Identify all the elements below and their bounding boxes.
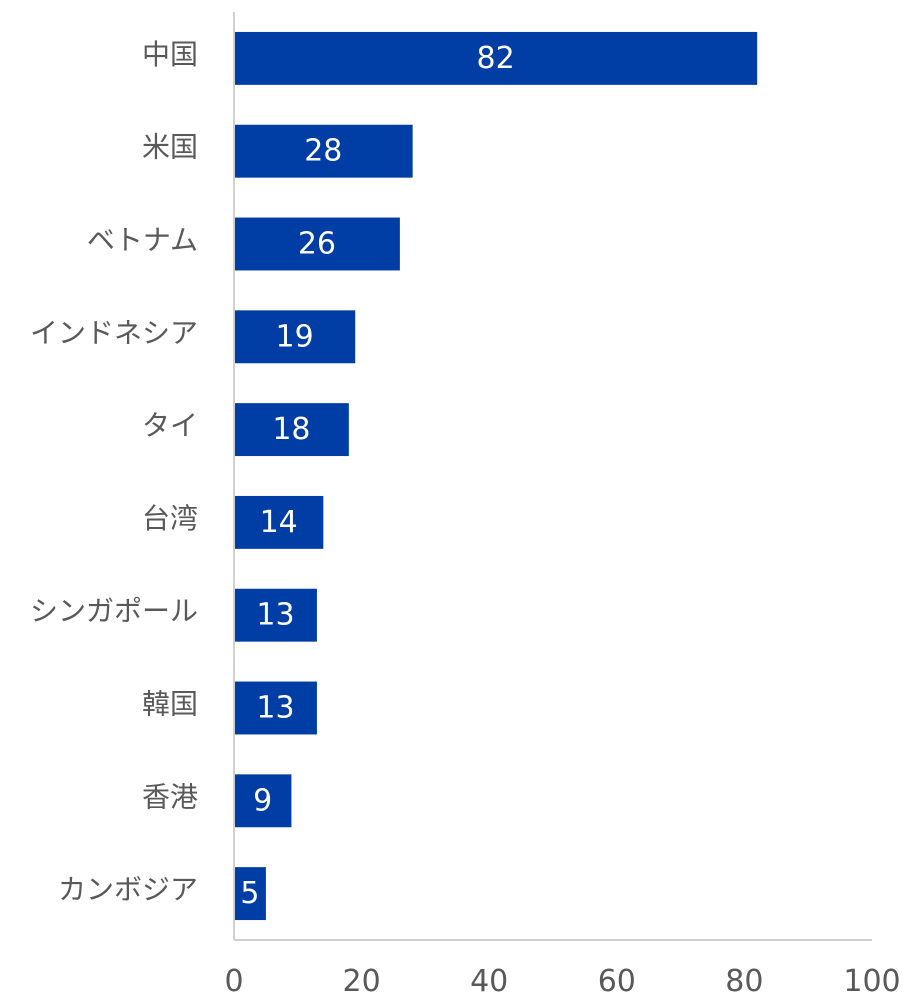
bar-value-label: 28 — [304, 134, 342, 169]
category-label: 台湾 — [142, 502, 198, 535]
bar — [234, 867, 266, 921]
bar-value-label: 9 — [253, 783, 272, 818]
bar-value-label: 19 — [276, 319, 314, 354]
bar — [234, 495, 324, 549]
category-label: 香港 — [142, 780, 198, 813]
x-tick-label: 0 — [224, 964, 243, 999]
bar-value-label: 18 — [272, 412, 310, 447]
bar — [234, 681, 317, 735]
bar — [234, 774, 292, 828]
category-label: ベトナム — [87, 224, 198, 257]
x-tick-label: 80 — [725, 964, 763, 999]
bar-value-label: 5 — [240, 876, 259, 911]
bar — [234, 217, 400, 271]
x-tick-label: 20 — [343, 964, 381, 999]
bar-value-label: 13 — [256, 598, 294, 633]
category-label: 韓国 — [142, 688, 198, 721]
x-tick-label: 60 — [598, 964, 636, 999]
category-label: シンガポール — [30, 595, 198, 628]
bar-value-label: 13 — [256, 691, 294, 726]
category-label: タイ — [142, 409, 198, 442]
category-label: 米国 — [142, 131, 198, 164]
category-label: インドネシア — [30, 316, 198, 349]
bar — [234, 31, 758, 85]
category-label: カンボジア — [58, 873, 198, 906]
bar-value-label: 82 — [476, 41, 514, 76]
bar — [234, 588, 317, 642]
bar — [234, 403, 349, 457]
bar — [234, 310, 356, 364]
x-tick-label: 40 — [470, 964, 508, 999]
bar — [234, 124, 413, 178]
bar-value-label: 26 — [298, 227, 336, 262]
x-tick-label: 100 — [843, 964, 900, 999]
category-label: 中国 — [142, 38, 198, 71]
bars-group: 82 28 26 19 18 14 13 13 9 5 — [234, 31, 758, 921]
bar-value-label: 14 — [260, 505, 298, 540]
x-tick-labels: 0 20 40 60 80 100 — [224, 964, 900, 999]
